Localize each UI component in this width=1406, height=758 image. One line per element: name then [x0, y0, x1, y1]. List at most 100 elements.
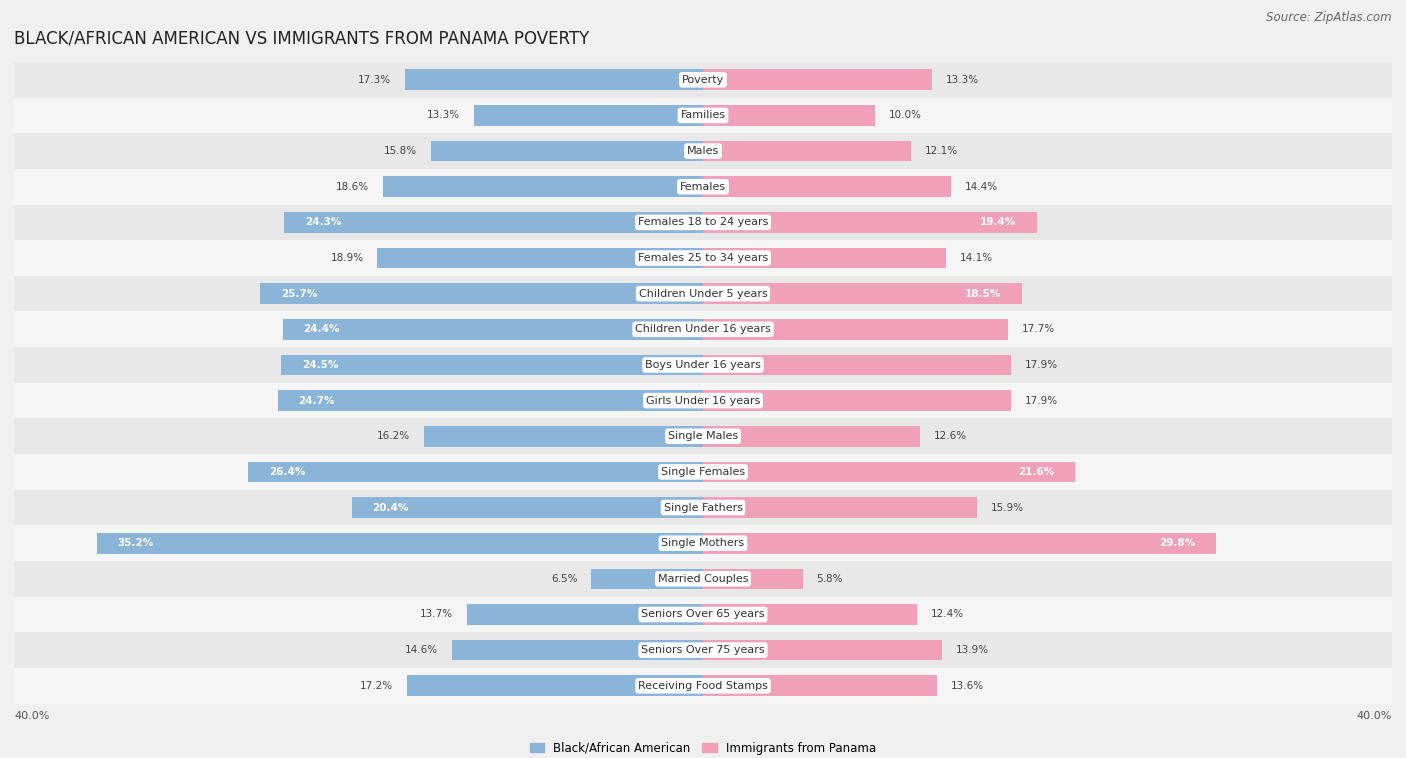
Text: 21.6%: 21.6%: [1018, 467, 1054, 477]
Bar: [430, 141, 703, 161]
Text: 17.3%: 17.3%: [359, 75, 391, 85]
Bar: [14, 383, 1392, 418]
Text: Males: Males: [688, 146, 718, 156]
Bar: [14, 133, 1392, 169]
Bar: [14, 561, 1392, 597]
Bar: [14, 312, 1392, 347]
Text: 13.6%: 13.6%: [950, 681, 984, 691]
Bar: [703, 141, 911, 161]
Bar: [14, 525, 1392, 561]
Text: Single Mothers: Single Mothers: [661, 538, 745, 548]
Bar: [14, 98, 1392, 133]
Text: 12.4%: 12.4%: [931, 609, 963, 619]
Text: 18.9%: 18.9%: [330, 253, 364, 263]
Bar: [377, 248, 703, 268]
Text: 24.7%: 24.7%: [298, 396, 335, 406]
Bar: [591, 568, 703, 589]
Bar: [406, 675, 703, 696]
Bar: [14, 169, 1392, 205]
Text: 17.9%: 17.9%: [1025, 396, 1059, 406]
Text: 13.9%: 13.9%: [956, 645, 990, 655]
Text: 26.4%: 26.4%: [269, 467, 305, 477]
Text: Married Couples: Married Couples: [658, 574, 748, 584]
Text: 15.9%: 15.9%: [991, 503, 1024, 512]
Bar: [703, 604, 917, 625]
Text: 20.4%: 20.4%: [373, 503, 409, 512]
Bar: [14, 597, 1392, 632]
Text: 15.8%: 15.8%: [384, 146, 418, 156]
Bar: [703, 283, 1022, 304]
Text: 14.1%: 14.1%: [960, 253, 993, 263]
Bar: [405, 70, 703, 90]
Bar: [474, 105, 703, 126]
Bar: [703, 675, 938, 696]
Text: 14.6%: 14.6%: [405, 645, 437, 655]
Text: 13.7%: 13.7%: [420, 609, 453, 619]
Text: 24.3%: 24.3%: [305, 218, 342, 227]
Bar: [703, 212, 1038, 233]
Text: Families: Families: [681, 111, 725, 121]
Text: 5.8%: 5.8%: [817, 574, 844, 584]
Bar: [14, 205, 1392, 240]
Text: 14.4%: 14.4%: [965, 182, 998, 192]
Text: Children Under 5 years: Children Under 5 years: [638, 289, 768, 299]
Text: 18.5%: 18.5%: [965, 289, 1001, 299]
Text: Single Females: Single Females: [661, 467, 745, 477]
Bar: [283, 319, 703, 340]
Bar: [14, 668, 1392, 703]
Bar: [277, 390, 703, 411]
Bar: [703, 462, 1076, 482]
Text: 10.0%: 10.0%: [889, 111, 922, 121]
Text: 40.0%: 40.0%: [14, 712, 49, 722]
Text: Females 18 to 24 years: Females 18 to 24 years: [638, 218, 768, 227]
Bar: [703, 533, 1216, 553]
Bar: [703, 248, 946, 268]
Bar: [14, 632, 1392, 668]
Text: 13.3%: 13.3%: [946, 75, 979, 85]
Bar: [14, 347, 1392, 383]
Text: 17.9%: 17.9%: [1025, 360, 1059, 370]
Bar: [14, 418, 1392, 454]
Bar: [14, 454, 1392, 490]
Text: Boys Under 16 years: Boys Under 16 years: [645, 360, 761, 370]
Bar: [97, 533, 703, 553]
Bar: [703, 390, 1011, 411]
Bar: [14, 62, 1392, 98]
Bar: [425, 426, 703, 446]
Bar: [382, 177, 703, 197]
Legend: Black/African American, Immigrants from Panama: Black/African American, Immigrants from …: [524, 737, 882, 758]
Text: 13.3%: 13.3%: [427, 111, 460, 121]
Text: 40.0%: 40.0%: [1357, 712, 1392, 722]
Text: Single Males: Single Males: [668, 431, 738, 441]
Bar: [284, 212, 703, 233]
Text: 6.5%: 6.5%: [551, 574, 578, 584]
Text: Seniors Over 75 years: Seniors Over 75 years: [641, 645, 765, 655]
Text: Receiving Food Stamps: Receiving Food Stamps: [638, 681, 768, 691]
Text: 24.4%: 24.4%: [304, 324, 340, 334]
Bar: [281, 355, 703, 375]
Bar: [703, 105, 875, 126]
Bar: [14, 276, 1392, 312]
Text: Poverty: Poverty: [682, 75, 724, 85]
Text: Females 25 to 34 years: Females 25 to 34 years: [638, 253, 768, 263]
Text: 12.6%: 12.6%: [934, 431, 967, 441]
Text: 12.1%: 12.1%: [925, 146, 959, 156]
Text: Girls Under 16 years: Girls Under 16 years: [645, 396, 761, 406]
Text: 25.7%: 25.7%: [281, 289, 318, 299]
Text: 29.8%: 29.8%: [1160, 538, 1195, 548]
Text: 24.5%: 24.5%: [302, 360, 337, 370]
Bar: [352, 497, 703, 518]
Bar: [703, 70, 932, 90]
Bar: [451, 640, 703, 660]
Bar: [703, 568, 803, 589]
Bar: [467, 604, 703, 625]
Bar: [260, 283, 703, 304]
Bar: [14, 240, 1392, 276]
Bar: [703, 497, 977, 518]
Text: 19.4%: 19.4%: [980, 218, 1017, 227]
Bar: [14, 490, 1392, 525]
Text: Seniors Over 65 years: Seniors Over 65 years: [641, 609, 765, 619]
Text: Single Fathers: Single Fathers: [664, 503, 742, 512]
Text: BLACK/AFRICAN AMERICAN VS IMMIGRANTS FROM PANAMA POVERTY: BLACK/AFRICAN AMERICAN VS IMMIGRANTS FRO…: [14, 30, 589, 48]
Text: 16.2%: 16.2%: [377, 431, 411, 441]
